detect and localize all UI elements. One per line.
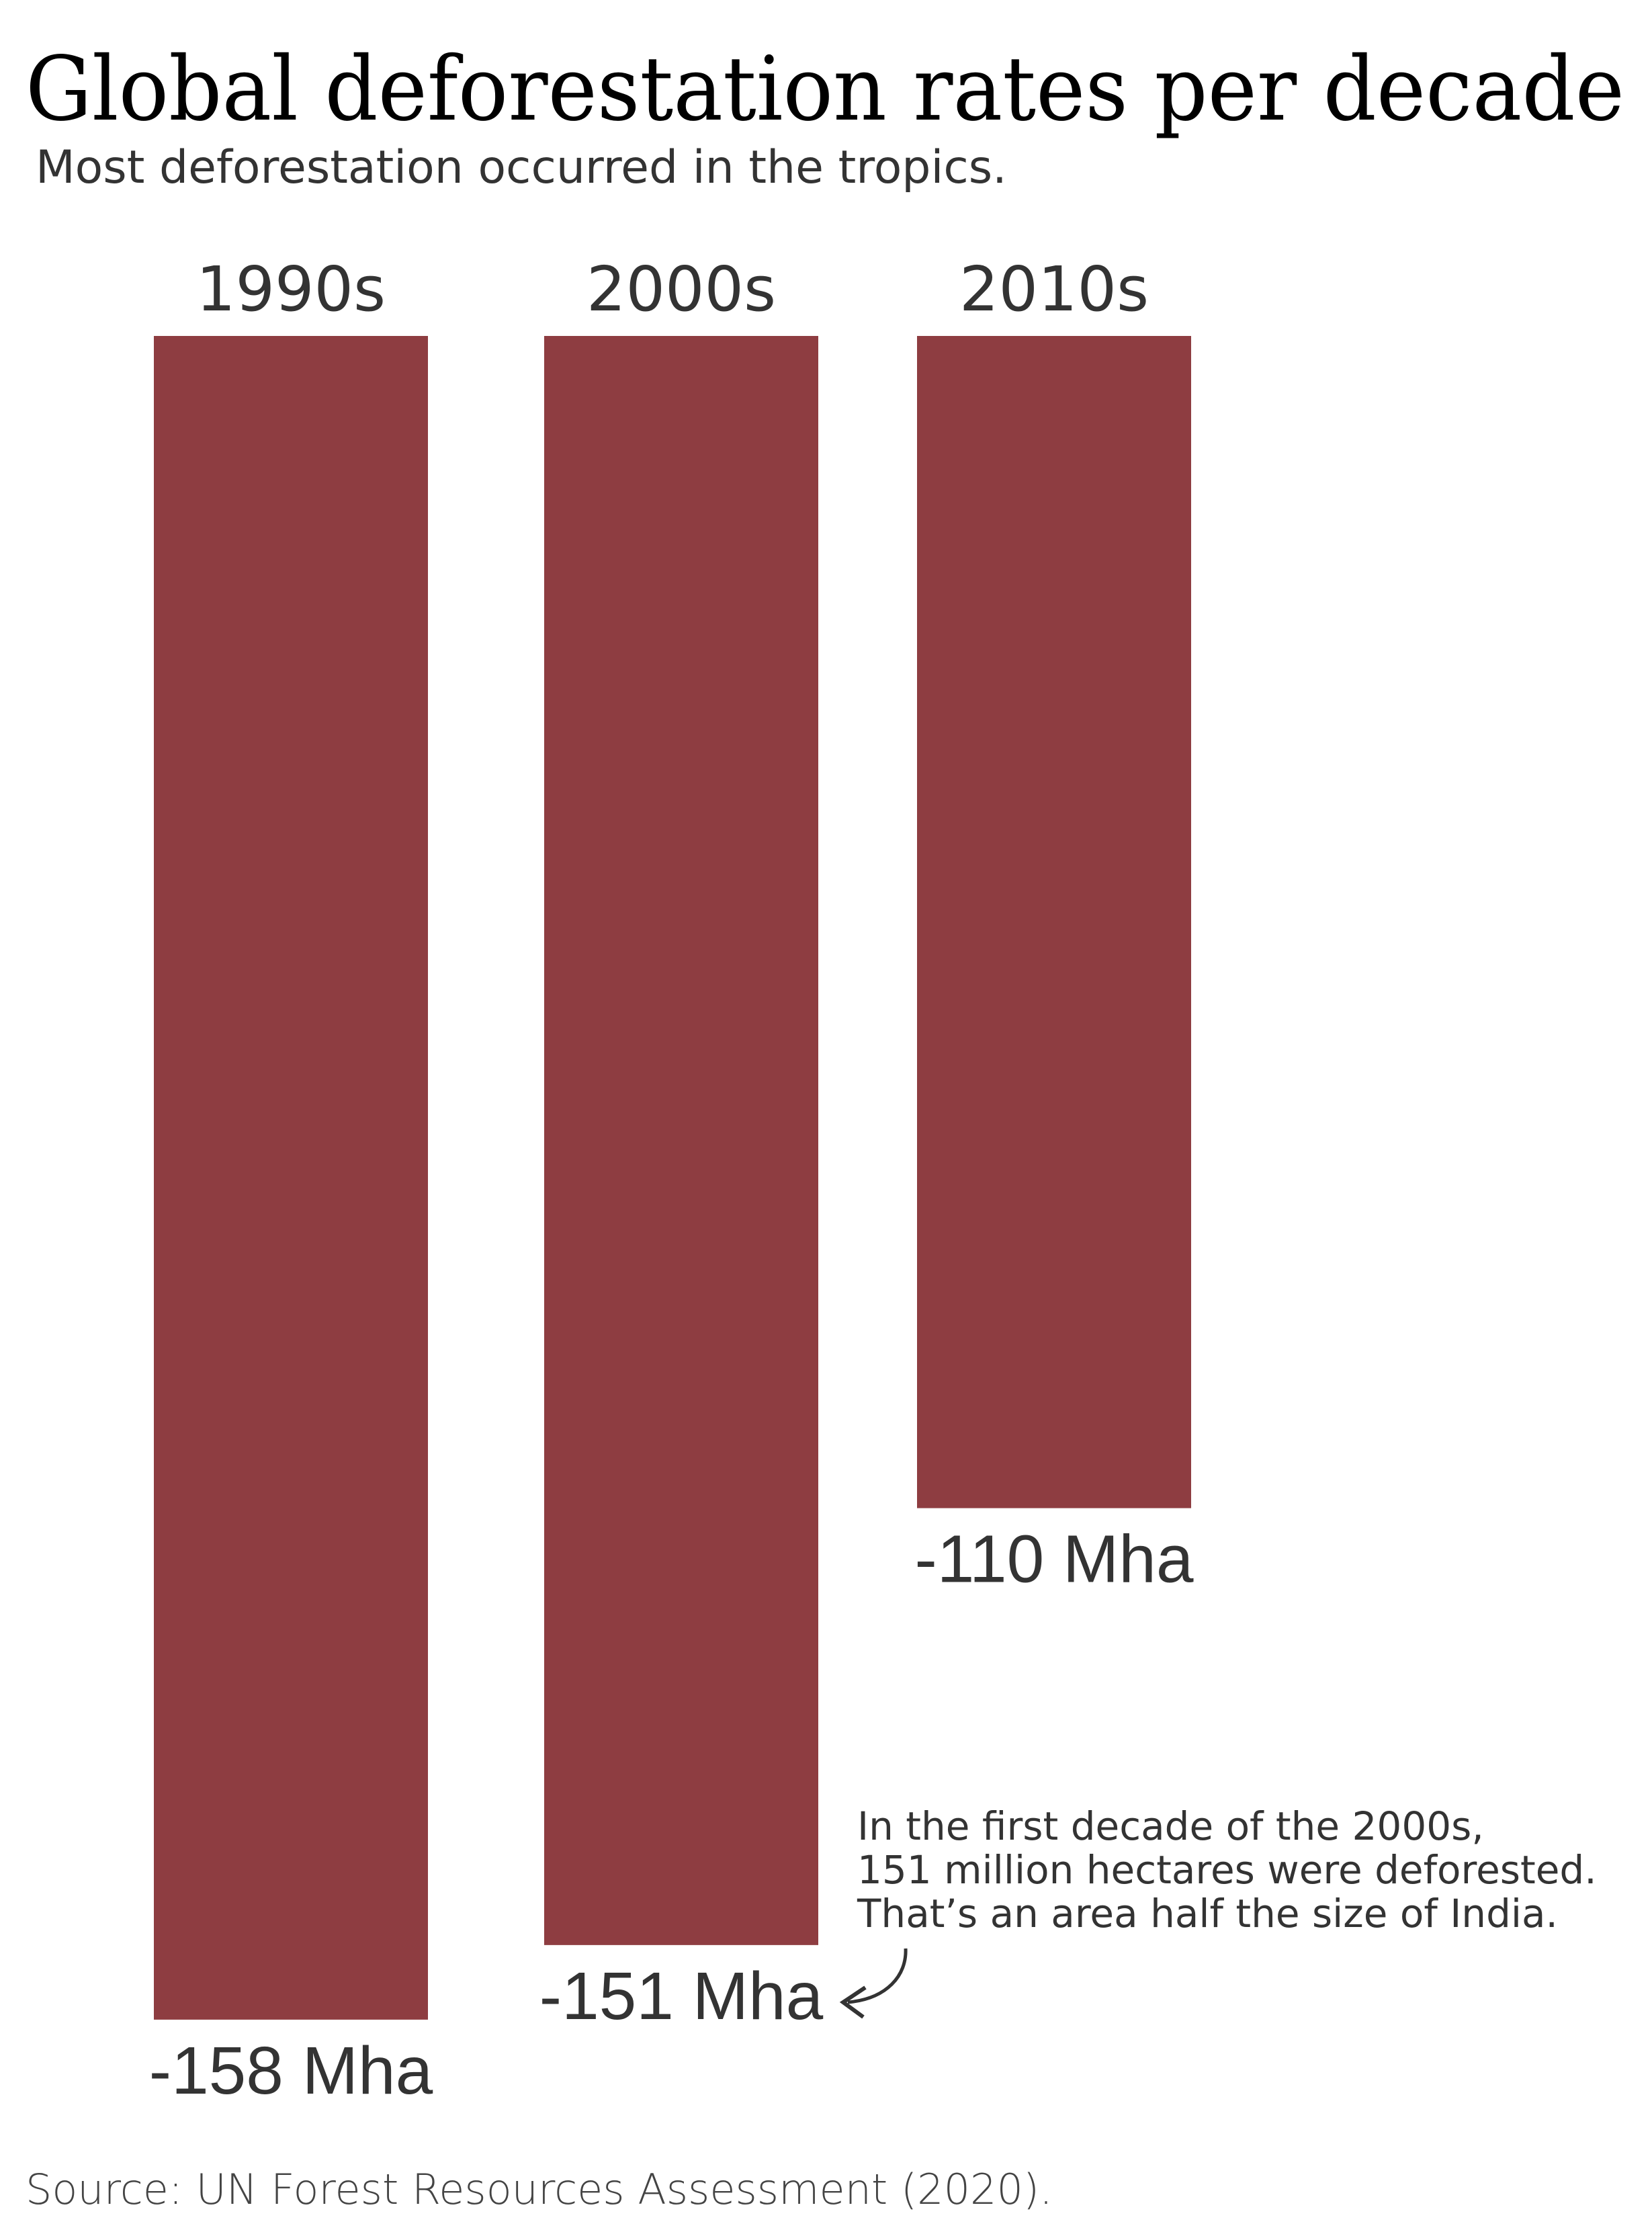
annotation-line-1: In the first decade of the 2000s, (857, 1803, 1484, 1849)
annotation-arrow-icon (847, 1948, 908, 2004)
bars-group: 1990s -158 Mha 2000s -151 Mha 2010s -110 Mha (149, 253, 1194, 2108)
value-label-1990s: -158 Mha (149, 2033, 433, 2108)
chart-subtitle: Most deforestation occurred in the tropi… (36, 141, 1007, 194)
arrowhead-icon (839, 1985, 867, 2019)
category-label-2010s: 2010s (959, 253, 1149, 325)
value-label-2010s: -110 Mha (914, 1522, 1193, 1597)
annotation-line-3: That’s an area half the size of India. (857, 1891, 1558, 1936)
source-note: Source: UN Forest Resources Assessment (… (26, 2165, 1053, 2214)
bar-2000s (544, 336, 818, 1945)
bar-2010s (917, 336, 1191, 1508)
value-label-2000s: -151 Mha (539, 1959, 824, 2034)
category-label-1990s: 1990s (196, 253, 386, 325)
chart-title: Global deforestation rates per decade (26, 38, 1624, 141)
annotation: In the first decade of the 2000s, 151 mi… (839, 1803, 1597, 2019)
bar-1990s (154, 336, 428, 2020)
category-label-2000s: 2000s (586, 253, 776, 325)
annotation-line-2: 151 million hectares were deforested. (857, 1847, 1597, 1893)
